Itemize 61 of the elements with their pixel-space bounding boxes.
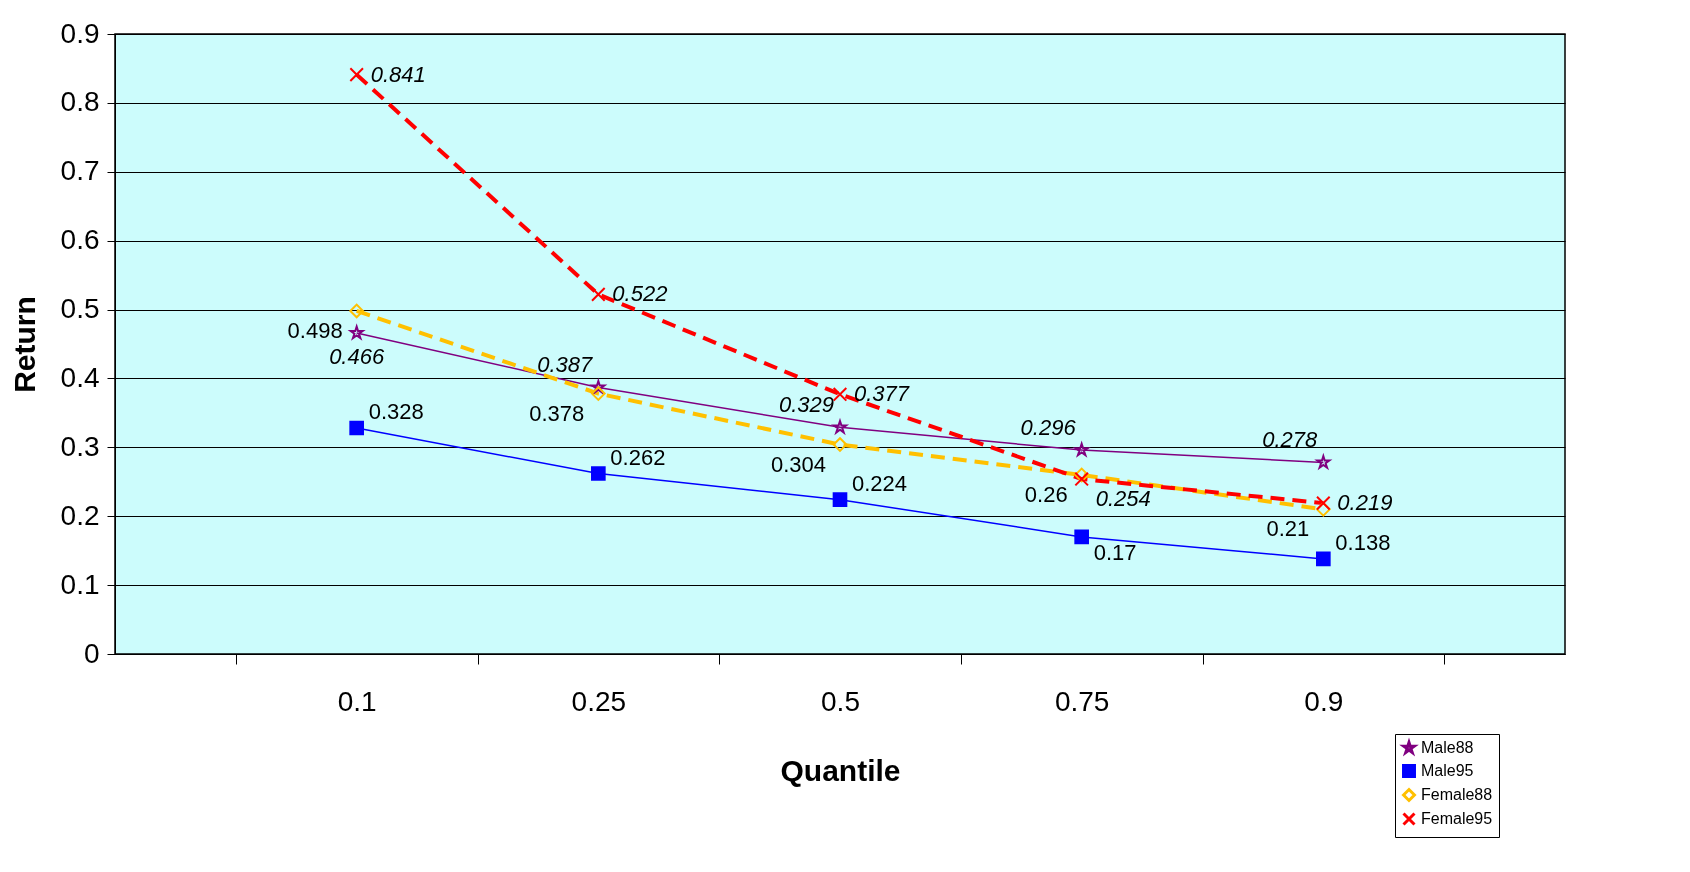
data-label: 0.328 xyxy=(368,399,424,425)
point xyxy=(1316,495,1331,511)
point xyxy=(1314,453,1333,471)
point xyxy=(832,492,848,508)
y-tick-label: 0.6 xyxy=(60,224,100,256)
data-label: 0.387 xyxy=(537,352,594,378)
legend-label: Female88 xyxy=(1421,786,1493,803)
y-tick-label: 0.4 xyxy=(60,361,100,393)
x-tick-label: 0.25 xyxy=(571,685,627,717)
point xyxy=(1072,440,1091,458)
point xyxy=(591,466,606,481)
point xyxy=(589,378,608,395)
data-label: 0.378 xyxy=(529,400,585,426)
point xyxy=(1074,529,1089,545)
point xyxy=(347,323,366,341)
data-label: 0.17 xyxy=(1093,539,1137,565)
data-label: 0.26 xyxy=(1024,481,1068,507)
x-axis-title: Quantile xyxy=(780,753,901,787)
data-label: 0.522 xyxy=(612,281,668,307)
data-label: 0.841 xyxy=(370,61,426,87)
point xyxy=(832,437,848,452)
point xyxy=(591,386,606,401)
data-label: 0.498 xyxy=(287,317,343,343)
data-label: 0.262 xyxy=(610,444,666,470)
data-label: 0.304 xyxy=(770,451,826,477)
y-tick-label: 0.3 xyxy=(60,430,100,462)
y-tick-label: 0.5 xyxy=(60,293,100,325)
point xyxy=(831,418,849,436)
point xyxy=(1074,471,1089,487)
point xyxy=(349,67,364,82)
point xyxy=(591,287,606,302)
data-label: 0.21 xyxy=(1266,516,1310,542)
data-label: 0.224 xyxy=(852,470,908,496)
data-label: 0.219 xyxy=(1337,490,1393,516)
x-tick-label: 0.75 xyxy=(1054,685,1110,717)
data-label: 0.254 xyxy=(1095,486,1151,512)
x-tick-label: 0.5 xyxy=(821,685,860,717)
point xyxy=(349,420,364,436)
point xyxy=(349,303,364,319)
y-tick-label: 0.8 xyxy=(60,86,100,118)
y-tick-label: 0.2 xyxy=(60,499,100,531)
y-tick-label: 0.1 xyxy=(60,568,100,600)
y-axis-title: Return xyxy=(7,296,41,393)
y-tick-label: 0 xyxy=(83,637,100,669)
legend-label: Female95 xyxy=(1421,810,1493,827)
data-label: 0.278 xyxy=(1262,427,1319,453)
data-label: 0.296 xyxy=(1020,415,1077,441)
y-tick-label: 0.9 xyxy=(60,17,100,49)
point xyxy=(1316,551,1331,567)
data-label: 0.138 xyxy=(1335,529,1391,555)
legend-label: Male95 xyxy=(1421,762,1474,779)
data-label: 0.466 xyxy=(329,343,385,369)
data-label: 0.329 xyxy=(778,392,834,418)
legend-label: Male88 xyxy=(1421,739,1474,756)
point xyxy=(1316,502,1331,517)
y-tick-label: 0.7 xyxy=(60,155,100,187)
x-tick-label: 0.9 xyxy=(1304,685,1344,717)
x-tick-label: 0.1 xyxy=(337,685,377,717)
point xyxy=(832,386,848,402)
point xyxy=(1074,467,1089,483)
data-label: 0.377 xyxy=(854,381,910,407)
